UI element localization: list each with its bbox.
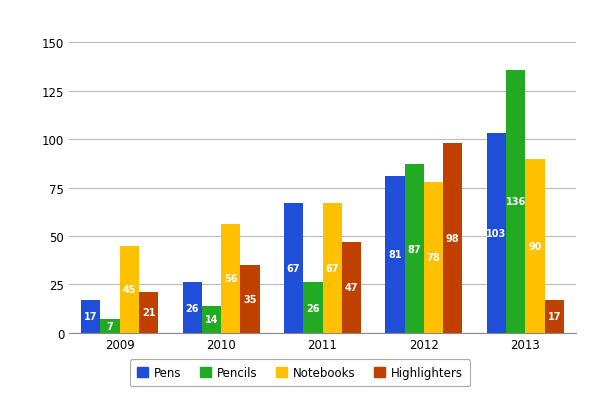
Text: 56: 56	[224, 274, 238, 284]
Text: 7: 7	[107, 321, 113, 331]
Bar	[424, 182, 443, 333]
Bar	[545, 300, 564, 333]
Bar	[100, 319, 120, 333]
Bar	[323, 204, 342, 333]
Text: 47: 47	[344, 282, 358, 292]
Text: 26: 26	[185, 303, 199, 313]
Text: 17: 17	[547, 312, 561, 322]
Text: 90: 90	[528, 241, 542, 251]
Text: 81: 81	[388, 250, 402, 260]
Text: 21: 21	[142, 308, 155, 318]
Text: 67: 67	[287, 263, 301, 273]
Text: 26: 26	[306, 303, 320, 313]
Text: 35: 35	[243, 294, 257, 304]
Bar	[241, 265, 260, 333]
Bar	[506, 70, 526, 333]
Bar	[404, 165, 424, 333]
Bar	[443, 144, 463, 333]
Text: 87: 87	[407, 244, 421, 254]
Bar	[385, 176, 404, 333]
Text: 45: 45	[122, 284, 136, 294]
Bar	[284, 204, 303, 333]
Bar	[202, 306, 221, 333]
Bar	[81, 300, 100, 333]
Legend: Pens, Pencils, Notebooks, Highlighters: Pens, Pencils, Notebooks, Highlighters	[130, 359, 470, 387]
Bar	[342, 242, 361, 333]
Text: 17: 17	[84, 312, 98, 322]
Text: 78: 78	[427, 253, 440, 263]
Bar	[120, 246, 139, 333]
Bar	[526, 159, 545, 333]
Bar	[139, 292, 158, 333]
Bar	[221, 225, 241, 333]
Text: 67: 67	[325, 263, 339, 273]
Text: 136: 136	[506, 196, 526, 207]
Bar	[182, 283, 202, 333]
Bar	[303, 283, 323, 333]
Text: 103: 103	[486, 229, 506, 239]
Bar	[487, 134, 506, 333]
Text: 14: 14	[205, 314, 218, 324]
Text: 98: 98	[446, 233, 460, 243]
